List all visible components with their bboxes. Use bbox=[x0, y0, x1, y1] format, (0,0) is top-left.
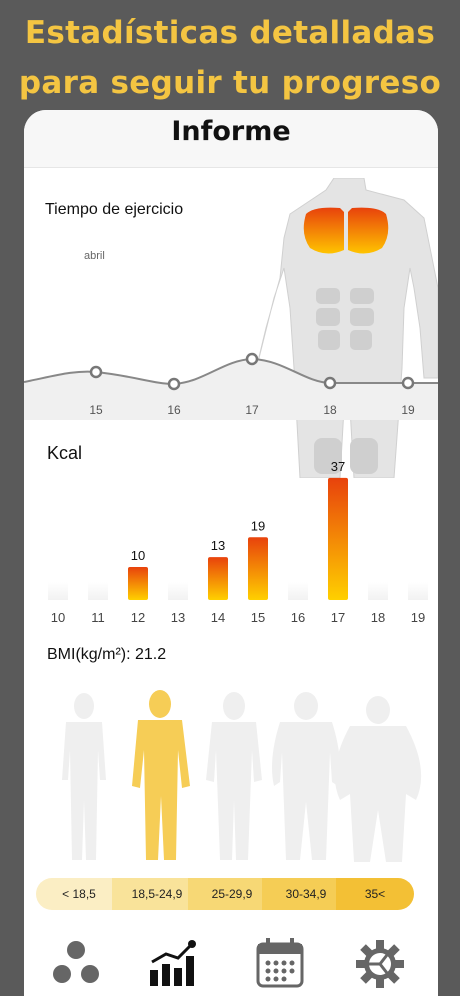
tab-bar bbox=[24, 930, 438, 996]
kcal-bar-plot: 10 11 10 12 13 13 14 19 15 16 37 17 18 19 bbox=[48, 459, 428, 625]
line-point bbox=[89, 365, 103, 379]
kcal-bar bbox=[248, 537, 268, 600]
month-label: abril bbox=[84, 250, 105, 262]
kcal-x-tick: 16 bbox=[291, 610, 305, 625]
kcal-x-tick: 15 bbox=[251, 610, 265, 625]
bmi-body-figures bbox=[62, 690, 422, 862]
x-tick: 17 bbox=[245, 403, 259, 417]
promo-headline: Estadísticas detalladas para seguir tu p… bbox=[0, 8, 460, 108]
x-tick: 18 bbox=[323, 403, 337, 417]
kcal-x-tick: 19 bbox=[411, 610, 425, 625]
bmi-scale: < 18,5 18,5-24,9 25-29,9 30-34,9 35< bbox=[36, 878, 414, 910]
kcal-bar-empty bbox=[48, 582, 68, 600]
exercise-line-chart bbox=[24, 352, 438, 420]
kcal-bar bbox=[128, 567, 148, 600]
bmi-range-obese-1: 30-34,9 bbox=[262, 878, 350, 910]
line-point bbox=[245, 352, 259, 366]
kcal-x-tick: 18 bbox=[371, 610, 385, 625]
kcal-x-tick: 17 bbox=[331, 610, 345, 625]
phone-screen: Informe Tiempo de ejercicio abril bbox=[24, 110, 438, 996]
tab-workouts-dots-icon[interactable] bbox=[46, 938, 106, 990]
muscle-body-icon bbox=[254, 178, 438, 478]
kcal-bar-value: 10 bbox=[131, 548, 145, 563]
nav-bar: Informe bbox=[24, 110, 438, 168]
x-tick: 15 bbox=[89, 403, 103, 417]
kcal-bar-value: 13 bbox=[211, 538, 225, 553]
line-point bbox=[401, 376, 415, 390]
kcal-bar-empty bbox=[408, 582, 428, 600]
kcal-bar-empty bbox=[168, 582, 188, 600]
line-point bbox=[323, 376, 337, 390]
kcal-x-tick: 10 bbox=[51, 610, 65, 625]
kcal-bar-value: 19 bbox=[251, 518, 265, 533]
exercise-time-label: Tiempo de ejercicio bbox=[45, 201, 184, 218]
kcal-label: Kcal bbox=[47, 443, 83, 463]
kcal-bar-chart: 10 11 10 12 13 13 14 19 15 16 37 17 18 19 bbox=[24, 450, 438, 640]
kcal-x-tick: 13 bbox=[171, 610, 185, 625]
bmi-range-overweight: 25-29,9 bbox=[188, 878, 276, 910]
kcal-bar bbox=[328, 477, 348, 600]
tab-report-chart-icon[interactable] bbox=[144, 938, 204, 990]
line-point bbox=[167, 377, 181, 391]
x-tick: 19 bbox=[401, 403, 415, 417]
bmi-range-obese-2: 35< bbox=[336, 878, 414, 910]
promo-line-1: Estadísticas detalladas bbox=[24, 15, 436, 51]
bmi-label: BMI(kg/m²): 21.2 bbox=[47, 646, 167, 663]
kcal-bar-value: 37 bbox=[331, 459, 345, 474]
bmi-range-underweight: < 18,5 bbox=[36, 878, 122, 910]
page-title: Informe bbox=[171, 116, 291, 147]
promo-line-2: para seguir tu progreso bbox=[18, 65, 442, 101]
kcal-x-tick: 12 bbox=[131, 610, 145, 625]
tab-calendar-icon[interactable] bbox=[250, 938, 310, 990]
bmi-range-normal: 18,5-24,9 bbox=[112, 878, 202, 910]
kcal-bar-empty bbox=[288, 582, 308, 600]
kcal-bar bbox=[208, 557, 228, 600]
kcal-bar-empty bbox=[368, 582, 388, 600]
tab-settings-gear-icon[interactable] bbox=[350, 938, 410, 990]
kcal-x-tick: 14 bbox=[211, 610, 225, 625]
x-tick: 16 bbox=[167, 403, 181, 417]
kcal-x-tick: 11 bbox=[91, 610, 105, 625]
kcal-bar-empty bbox=[88, 582, 108, 600]
